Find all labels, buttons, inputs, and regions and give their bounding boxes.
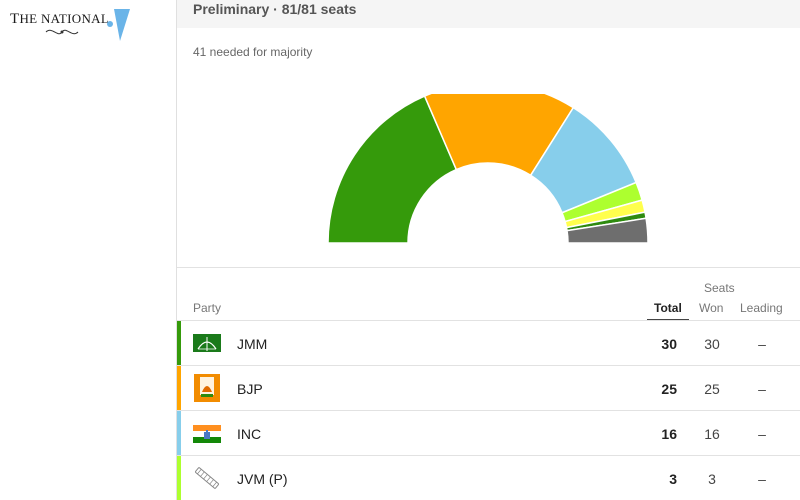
party-won-seats: 16	[704, 426, 720, 442]
seat-hemicycle-chart	[327, 94, 649, 244]
party-won-seats: 3	[708, 471, 716, 487]
vertical-divider	[176, 0, 177, 500]
results-panel: Preliminary · 81/81 seats 41 needed for …	[177, 0, 800, 500]
logo-dot-icon	[107, 21, 113, 27]
party-won-seats: 30	[704, 336, 720, 352]
sidebar: THE NATIONAL	[0, 0, 176, 500]
leading-column-header[interactable]: Leading	[740, 301, 783, 315]
party-leading-seats: –	[758, 336, 766, 352]
table-row[interactable]: BJP 25 25 –	[177, 366, 800, 411]
bow-and-arrow-icon	[193, 334, 221, 352]
seats-column-group-header: Seats	[704, 281, 735, 295]
party-total-seats: 3	[669, 471, 677, 487]
party-won-seats: 25	[704, 381, 720, 397]
party-leading-seats: –	[758, 381, 766, 397]
party-name: INC	[237, 426, 262, 442]
results-status-title: Preliminary · 81/81 seats	[193, 1, 357, 17]
party-leading-seats: –	[758, 471, 766, 487]
comb-icon	[195, 467, 219, 489]
party-name: JMM	[237, 336, 268, 352]
table-row[interactable]: JVM (P) 3 3 –	[177, 456, 800, 500]
logo-text: THE NATIONAL	[10, 11, 110, 27]
party-leading-seats: –	[758, 426, 766, 442]
table-header-divider	[177, 320, 800, 321]
hand-icon	[193, 425, 221, 443]
majority-note: 41 needed for majority	[193, 45, 313, 59]
party-name: JVM (P)	[237, 471, 288, 487]
hemicycle-slice-party-6[interactable]	[566, 217, 649, 244]
party-color-bar	[177, 366, 181, 410]
logo-swirl-icon	[45, 29, 79, 35]
party-color-bar	[177, 411, 181, 455]
table-row[interactable]: INC 16 16 –	[177, 411, 800, 456]
results-header: Preliminary · 81/81 seats	[177, 0, 800, 28]
lotus-icon	[194, 374, 220, 402]
won-column-header[interactable]: Won	[699, 301, 724, 315]
party-total-seats: 30	[661, 336, 677, 352]
hemicycle-slice-jmm[interactable]	[327, 95, 458, 244]
party-color-bar	[177, 321, 181, 365]
logo-flag-icon	[114, 9, 130, 41]
party-color-bar	[177, 456, 181, 500]
party-total-seats: 16	[661, 426, 677, 442]
party-name: BJP	[237, 381, 263, 397]
the-national-logo[interactable]: THE NATIONAL	[10, 9, 130, 41]
section-divider	[177, 267, 800, 268]
total-column-header[interactable]: Total	[654, 301, 682, 315]
table-row[interactable]: JMM 30 30 –	[177, 321, 800, 366]
party-total-seats: 25	[661, 381, 677, 397]
party-column-header: Party	[193, 301, 222, 315]
